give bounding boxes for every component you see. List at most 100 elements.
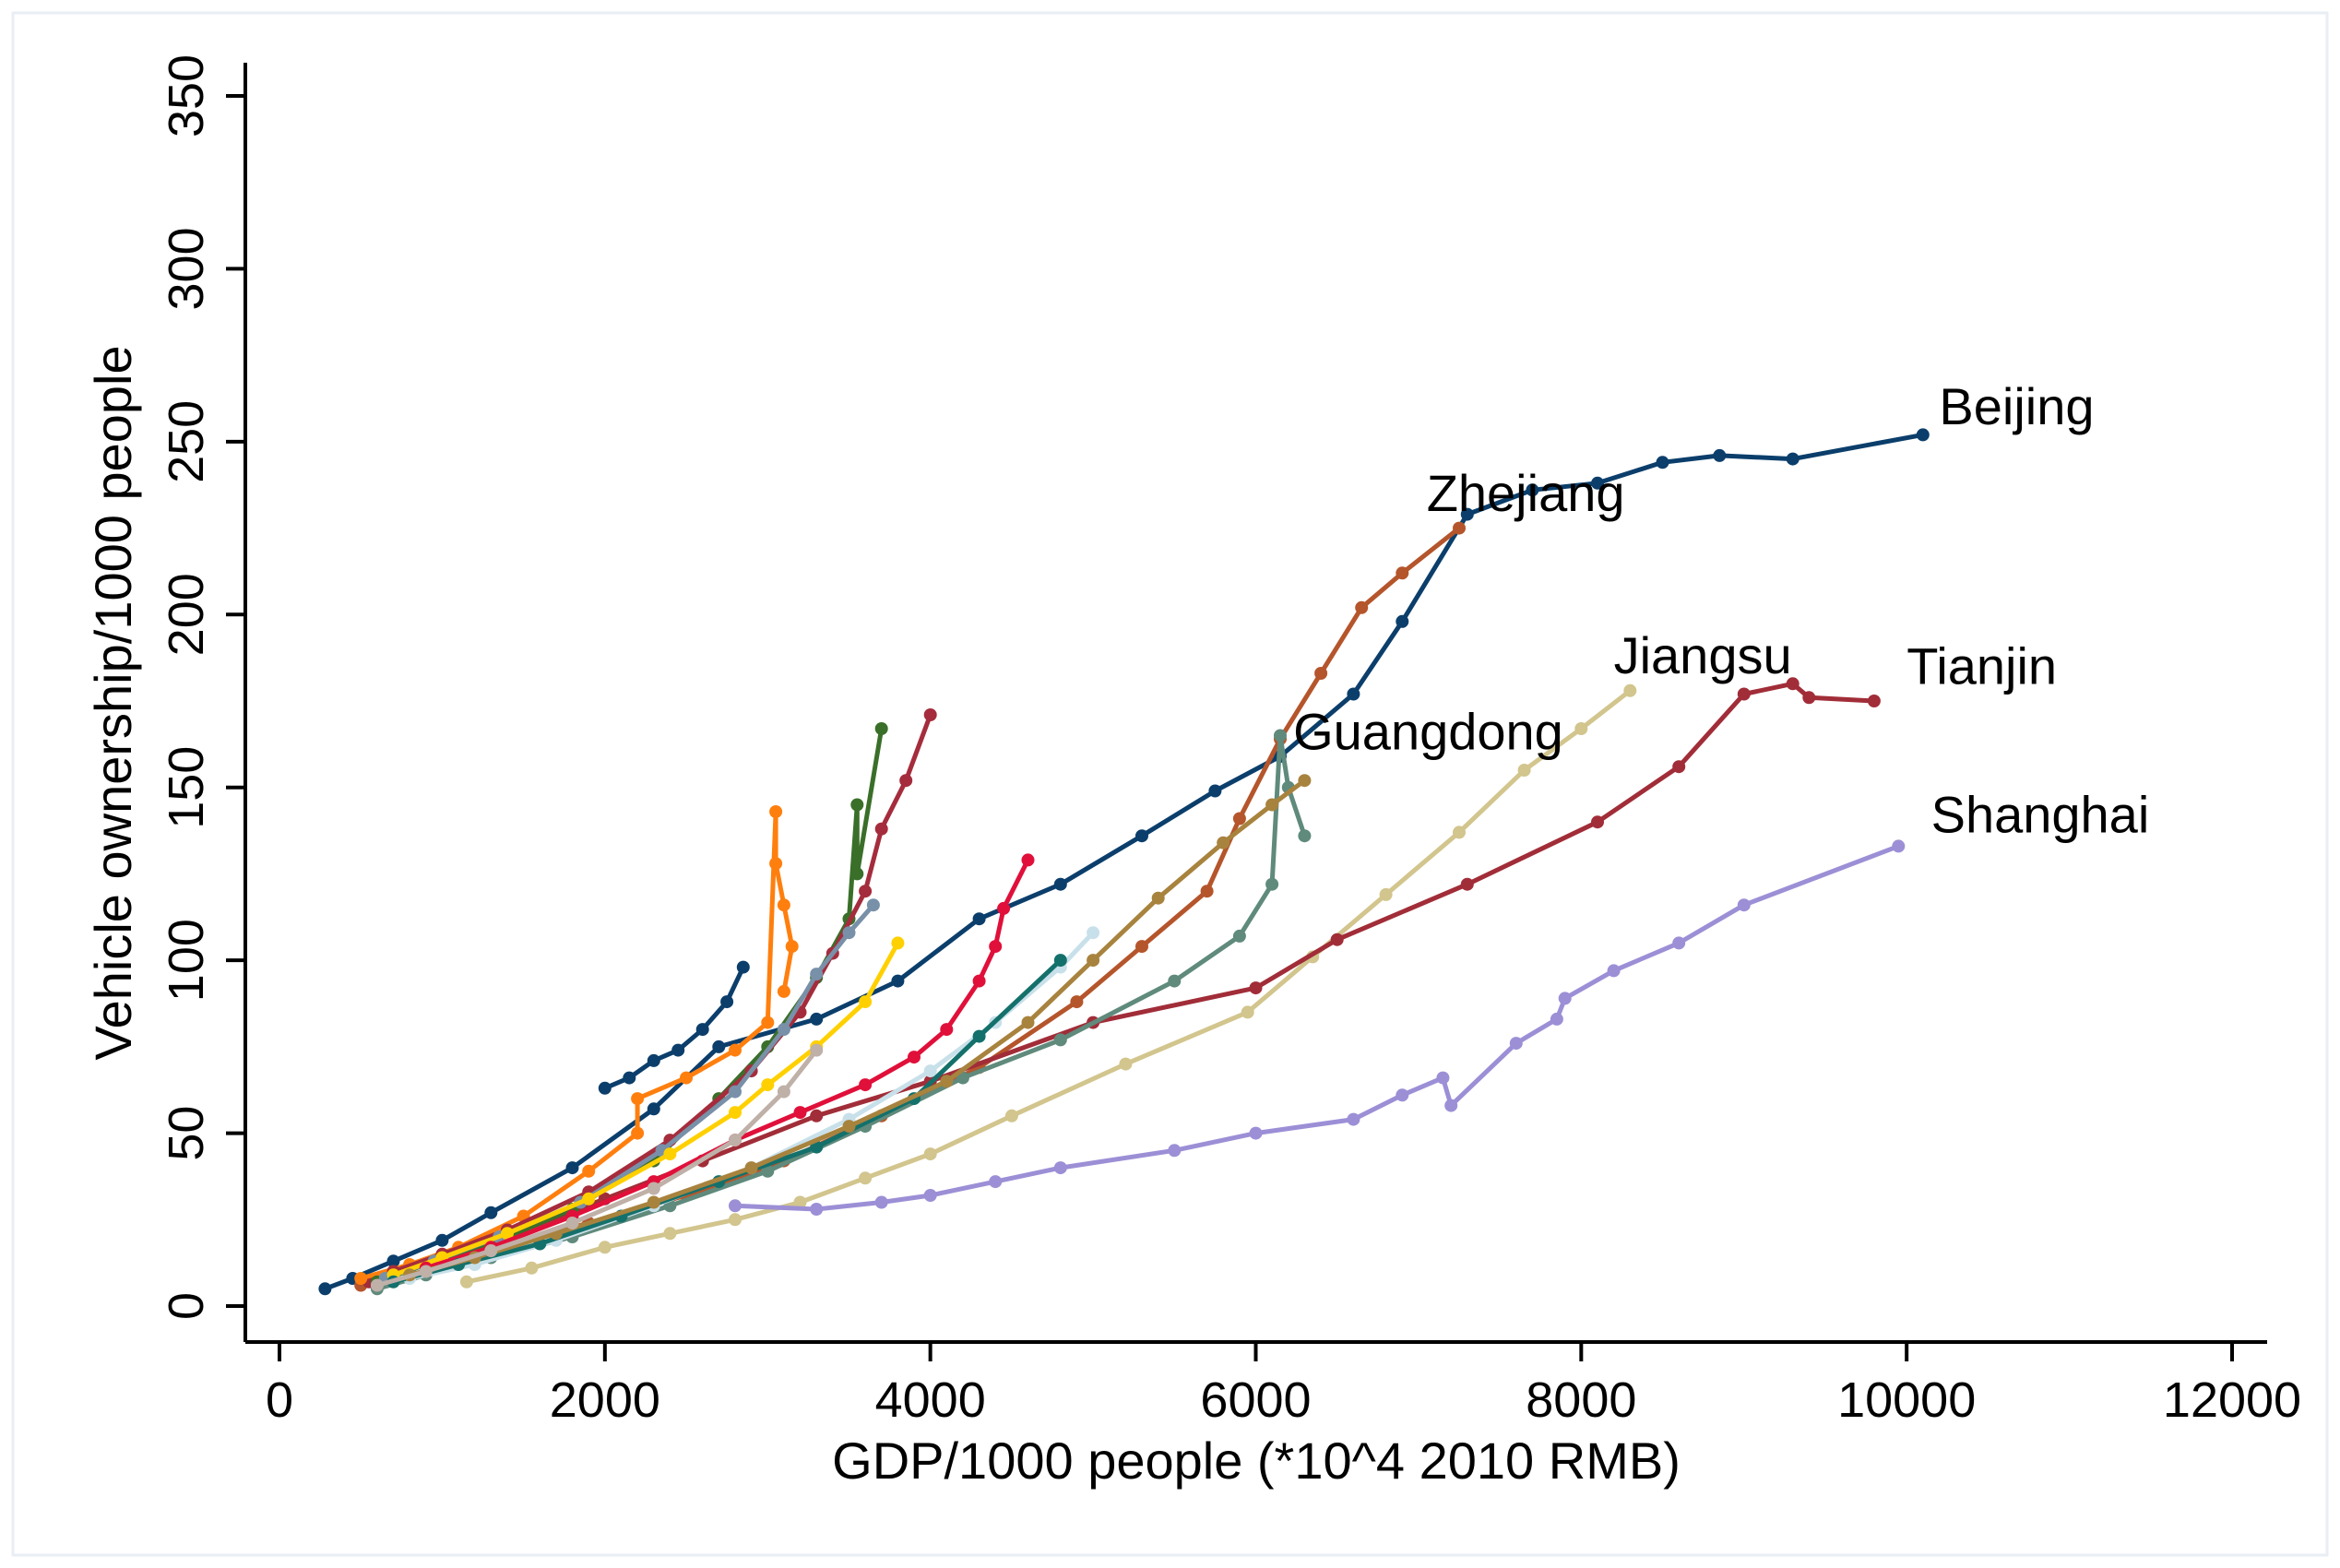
data-point-jiangsu bbox=[859, 1171, 873, 1185]
data-point-province-11 bbox=[810, 968, 824, 981]
data-point-province-7 bbox=[720, 995, 734, 1009]
data-point-jiangsu bbox=[1119, 1057, 1133, 1071]
data-point-province-11 bbox=[842, 926, 856, 940]
data-point-province-9 bbox=[874, 722, 888, 735]
y-tick-label: 200 bbox=[159, 573, 214, 656]
data-point-guangdong bbox=[1265, 877, 1279, 891]
series-label-guangdong: Guangdong bbox=[1293, 703, 1563, 761]
data-point-province-12 bbox=[859, 995, 873, 1009]
data-point-province-17 bbox=[810, 1043, 824, 1057]
data-point-province-7 bbox=[695, 1023, 709, 1037]
data-point-jiangsu bbox=[1241, 1005, 1254, 1019]
data-point-shanghai bbox=[1607, 964, 1621, 978]
series-label-zhejiang: Zhejiang bbox=[1427, 464, 1625, 522]
data-point-province-16 bbox=[842, 1120, 856, 1134]
series-jiangsu bbox=[459, 683, 1637, 1289]
data-point-zhejiang bbox=[1232, 812, 1246, 826]
data-point-shanghai bbox=[1558, 992, 1572, 1005]
x-tick-label: 12000 bbox=[2163, 1372, 2301, 1428]
data-point-province-14 bbox=[1087, 926, 1100, 940]
data-point-province-8 bbox=[582, 1164, 596, 1178]
data-point-zhejiang bbox=[1135, 940, 1148, 954]
data-point-province-13 bbox=[997, 901, 1011, 915]
data-point-shanghai bbox=[729, 1199, 742, 1213]
data-point-province-8 bbox=[631, 1092, 645, 1106]
data-point-province-16 bbox=[1265, 798, 1279, 812]
data-point-guangdong bbox=[1053, 1033, 1067, 1047]
data-point-shanghai bbox=[1672, 936, 1686, 950]
data-point-province-15 bbox=[1053, 954, 1067, 968]
data-point-province-13 bbox=[1021, 853, 1035, 867]
y-tick-label: 50 bbox=[159, 1106, 214, 1161]
data-point-province-16 bbox=[744, 1161, 758, 1175]
data-point-zhejiang bbox=[1453, 521, 1466, 535]
data-point-guangdong bbox=[1168, 974, 1182, 988]
data-point-province-13 bbox=[972, 974, 986, 988]
x-ticks: 0 2000 4000 6000 8000 10000 12000 bbox=[266, 1342, 2301, 1428]
data-point-province-8 bbox=[769, 857, 783, 871]
data-point-shanghai bbox=[1892, 839, 1906, 853]
data-point-province-16 bbox=[940, 1075, 954, 1088]
data-point-tianjin bbox=[1786, 677, 1800, 691]
data-point-jiangsu bbox=[1517, 764, 1531, 777]
data-point-province-10 bbox=[874, 822, 888, 836]
data-point-province-7 bbox=[647, 1053, 660, 1067]
data-point-beijing bbox=[1591, 476, 1604, 490]
x-tick-label: 2000 bbox=[550, 1372, 660, 1428]
data-point-zhejiang bbox=[1314, 667, 1328, 680]
data-point-province-11 bbox=[866, 898, 880, 912]
data-point-jiangsu bbox=[598, 1241, 612, 1254]
data-point-beijing bbox=[1208, 784, 1222, 798]
data-point-beijing bbox=[1460, 507, 1474, 521]
data-point-beijing bbox=[647, 1102, 660, 1116]
data-point-shanghai bbox=[1249, 1126, 1263, 1140]
data-point-province-17 bbox=[729, 1134, 742, 1147]
data-point-province-10 bbox=[923, 708, 937, 721]
data-point-beijing bbox=[435, 1233, 449, 1247]
y-tick-label: 150 bbox=[159, 746, 214, 829]
x-tick-label: 10000 bbox=[1837, 1372, 1976, 1428]
data-point-beijing bbox=[810, 1012, 824, 1026]
data-point-beijing bbox=[1786, 452, 1800, 466]
data-point-province-12 bbox=[891, 936, 905, 950]
series-province-7 bbox=[598, 960, 750, 1095]
series-line-beijing bbox=[322, 432, 1926, 1291]
y-tick-label: 350 bbox=[159, 54, 214, 137]
data-point-province-8 bbox=[785, 940, 799, 954]
data-point-zhejiang bbox=[1200, 885, 1214, 898]
data-point-province-8 bbox=[631, 1126, 645, 1140]
series-label-layer: Beijing Zhejiang Jiangsu Tianjin Guangdong Sh… bbox=[1293, 377, 2149, 843]
data-point-beijing bbox=[1656, 456, 1669, 469]
data-point-province-17 bbox=[565, 1217, 579, 1229]
y-ticks: 0 50 100 150 200 250 300 350 bbox=[159, 54, 245, 1320]
data-point-beijing bbox=[1396, 614, 1409, 628]
data-point-province-7 bbox=[623, 1071, 636, 1085]
x-axis-title: GDP/1000 people (*10^4 2010 RMB) bbox=[832, 1431, 1681, 1490]
series-label-shanghai: Shanghai bbox=[1931, 785, 2150, 843]
data-point-province-8 bbox=[680, 1071, 693, 1085]
data-point-beijing bbox=[1347, 687, 1360, 701]
data-point-province-10 bbox=[859, 885, 873, 898]
data-point-beijing bbox=[1916, 428, 1930, 442]
data-point-jiangsu bbox=[1453, 826, 1466, 839]
data-point-province-13 bbox=[908, 1051, 921, 1064]
data-point-tianjin bbox=[1330, 932, 1344, 946]
data-point-beijing bbox=[565, 1161, 579, 1175]
series-label-jiangsu: Jiangsu bbox=[1614, 626, 1792, 684]
data-point-province-16 bbox=[1087, 954, 1100, 968]
data-point-guangdong bbox=[1232, 929, 1246, 943]
y-tick-label: 250 bbox=[159, 400, 214, 483]
data-point-beijing bbox=[1713, 448, 1727, 462]
data-point-tianjin bbox=[1591, 815, 1604, 829]
data-point-province-12 bbox=[663, 1147, 677, 1161]
data-point-shanghai bbox=[1444, 1099, 1458, 1112]
y-tick-label: 0 bbox=[159, 1292, 214, 1320]
data-point-province-15 bbox=[972, 1029, 986, 1043]
data-point-beijing bbox=[712, 1039, 726, 1053]
data-point-shanghai bbox=[1347, 1112, 1360, 1126]
data-point-tianjin bbox=[1672, 760, 1686, 774]
series-label-tianjin: Tianjin bbox=[1906, 636, 2057, 695]
data-point-beijing bbox=[1053, 877, 1067, 891]
outer-border bbox=[11, 11, 2329, 1557]
data-point-province-12 bbox=[729, 1106, 742, 1120]
